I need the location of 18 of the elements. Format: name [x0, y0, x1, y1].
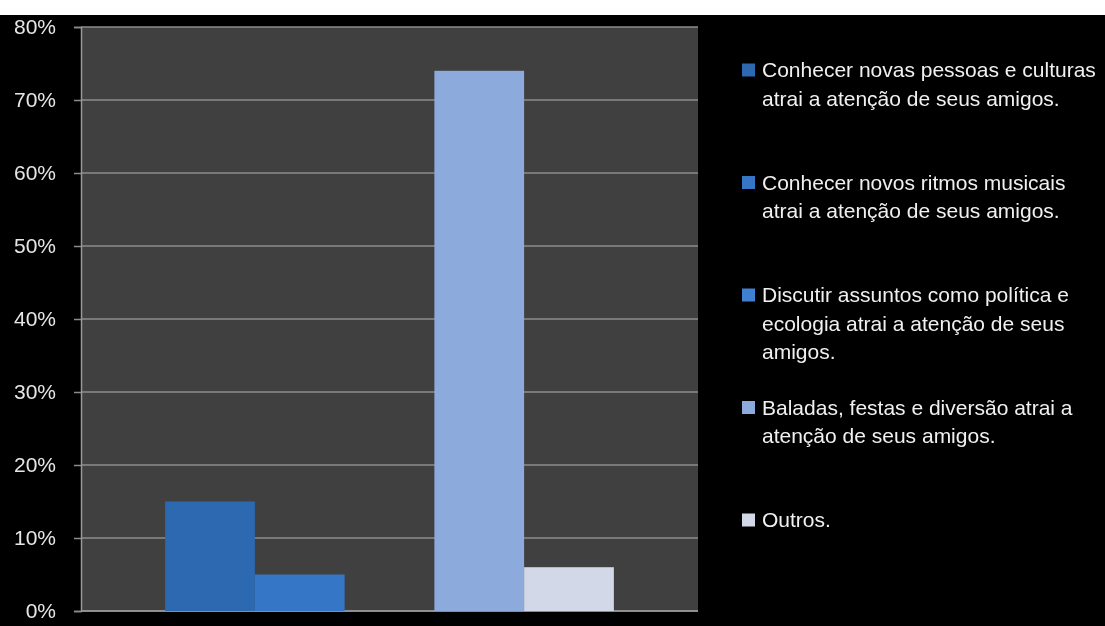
legend-label: Baladas, festas e diversão atrai a atenção de seus amigos. [762, 395, 1073, 448]
legend-label: Discutir assuntos como política e ecologia atrai a atenção de seus amigos. [762, 283, 1069, 364]
y-tick-label: 20% [13, 453, 56, 477]
y-tick-label: 50% [13, 234, 56, 258]
bar [434, 70, 525, 611]
y-tick-label: 30% [13, 380, 56, 404]
y-tick-label: 10% [13, 526, 56, 550]
legend-label: Conhecer novas pessoas e culturas atrai a atenção de seus amigos. [762, 58, 1096, 110]
y-tick-label: 60% [13, 161, 56, 185]
bar [165, 501, 255, 611]
y-tick-label: 80% [13, 15, 56, 39]
y-tick-label: 40% [13, 307, 56, 331]
bar [254, 574, 345, 611]
y-tick-label: 0% [25, 599, 56, 623]
bar [524, 567, 614, 611]
legend-label: Conhecer novos ritmos musicais atrai a atenção de seus amigos. [762, 170, 1066, 223]
legend-label: Outros. [762, 508, 831, 532]
y-tick-label: 70% [13, 88, 56, 112]
